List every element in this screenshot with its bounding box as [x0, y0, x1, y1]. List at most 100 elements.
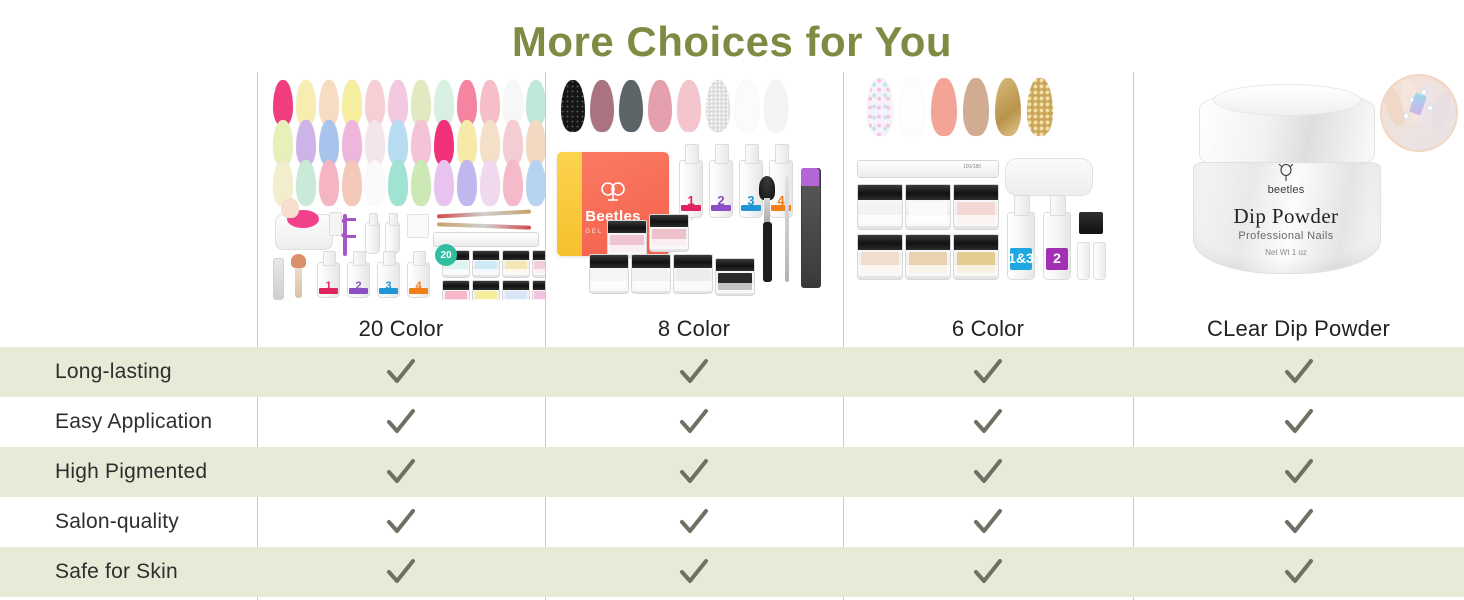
- checkmark-icon: [384, 505, 418, 539]
- step-bottle-2: 2: [1043, 194, 1071, 280]
- powder-jar: [442, 280, 470, 300]
- product-column-clear-dip-powder[interactable]: beetles Dip Powder Professional Nails Ne…: [1133, 72, 1464, 347]
- checkmark-icon: [384, 455, 418, 489]
- powder-jar: [532, 280, 545, 300]
- powder-jar: [673, 254, 713, 294]
- step-bottle-1: 1: [317, 251, 340, 298]
- powder-jar: [532, 250, 545, 278]
- table-row: High Pigmented: [0, 447, 1464, 497]
- nail-clipper: [273, 258, 284, 300]
- powder-jar: [905, 234, 951, 280]
- checkmark-icon: [384, 355, 418, 389]
- product-column-6-color[interactable]: 100/180 1&3 1&3: [843, 72, 1133, 347]
- page-title: More Choices for You: [511, 18, 953, 65]
- finger-dipping: [281, 198, 299, 218]
- powder-jar: [953, 184, 999, 230]
- checkmark-icon: [384, 405, 418, 439]
- dotting-tool-2: [436, 222, 532, 230]
- powder-jar: [589, 254, 629, 294]
- product-image-6-color-kit: 100/180 1&3 1&3: [843, 72, 1133, 300]
- checkmark-icon: [677, 455, 711, 489]
- checkmark-icon: [677, 555, 711, 589]
- header-spacer-cell: [0, 72, 257, 347]
- table-row: Safe for Skin: [0, 547, 1464, 597]
- checkmark-icon: [971, 505, 1005, 539]
- powder-jar: [472, 250, 500, 278]
- product-header-row: 1 2 3 4 20: [0, 72, 1464, 347]
- powder-brush-ferrule: [764, 198, 770, 224]
- check-cell-clear: [1133, 497, 1464, 547]
- jar-tagline: Professional Nails: [1238, 230, 1334, 242]
- checkmark-icon: [677, 405, 711, 439]
- step-bottle-2: 2: [709, 144, 733, 218]
- check-cell-6-color: [843, 497, 1133, 547]
- product-column-20-color[interactable]: 1 2 3 4 20: [257, 72, 545, 347]
- column-label-20-color: 20 Color: [358, 316, 444, 341]
- clear-bottle-b: [385, 212, 400, 254]
- checkmark-icon: [971, 405, 1005, 439]
- powder-jar: [905, 184, 951, 230]
- feature-label: Easy Application: [55, 410, 213, 433]
- nail-file: [857, 160, 999, 178]
- nail-file-grit: 100/180: [963, 164, 982, 170]
- product-image-20-color-kit: 1 2 3 4 20: [257, 72, 545, 300]
- count-badge-20: 20: [435, 244, 457, 266]
- cuticle-pusher: [785, 176, 789, 282]
- powder-jar: [472, 280, 500, 300]
- checkmark-icon: [677, 355, 711, 389]
- table-row: Salon-quality: [0, 497, 1464, 547]
- jar-net-weight: Net Wt 1 oz: [1265, 248, 1307, 257]
- nail-file-tip: [801, 168, 819, 186]
- clear-dip-powder-jar: beetles Dip Powder Professional Nails Ne…: [1191, 84, 1381, 278]
- product-image-clear-dip-powder: beetles Dip Powder Professional Nails Ne…: [1133, 72, 1464, 300]
- clear-bottle-a: [365, 212, 380, 254]
- step-bottle-1: 1: [679, 144, 703, 218]
- powder-brush-handle: [763, 222, 772, 282]
- powder-jar: [715, 258, 755, 296]
- check-cell-8-color: [545, 497, 843, 547]
- check-cell-8-color: [545, 347, 843, 397]
- nail-file: [801, 168, 821, 288]
- checkmark-icon: [1282, 505, 1316, 539]
- column-label-6-color: 6 Color: [951, 316, 1025, 341]
- check-cell-clear: [1133, 547, 1464, 597]
- comparison-table: 1 2 3 4 20: [0, 72, 1464, 600]
- check-cell-6-color: [843, 347, 1133, 397]
- nail-art-inset: [1380, 74, 1458, 152]
- step-bottle-3: 3: [377, 251, 400, 298]
- check-cell-8-color: [545, 397, 843, 447]
- jar-product-name: Dip Powder: [1233, 204, 1339, 228]
- product-column-8-color[interactable]: Beetles GEL POLISH 1 2 3 4: [545, 72, 843, 347]
- checkmark-icon: [1282, 355, 1316, 389]
- beetles-logo-icon: [601, 182, 625, 202]
- check-cell-8-color: [545, 547, 843, 597]
- check-cell-6-color: [843, 397, 1133, 447]
- jar-brand-name: beetles: [1267, 184, 1305, 196]
- column-divider-3: [843, 72, 844, 600]
- clamp-tool: [329, 212, 342, 236]
- checkmark-icon: [971, 455, 1005, 489]
- checkmark-icon: [971, 355, 1005, 389]
- column-divider-2: [545, 72, 546, 600]
- buffer-pad: [407, 214, 429, 238]
- powder-jar: [631, 254, 671, 294]
- feature-rows: Long-lasting Easy Application: [0, 347, 1464, 597]
- feature-label: Salon-quality: [55, 510, 180, 533]
- powder-jar: [857, 234, 903, 280]
- checkmark-icon: [1282, 455, 1316, 489]
- buffer-block: [1079, 212, 1103, 234]
- powder-jar: [649, 214, 689, 252]
- powder-brush-head: [759, 176, 775, 200]
- step-bottle-3: 3: [739, 144, 763, 218]
- table-row: Long-lasting: [0, 347, 1464, 397]
- feature-label: High Pigmented: [55, 460, 208, 483]
- powder-jar: [502, 280, 530, 300]
- check-cell-20-color: [257, 347, 545, 397]
- checkmark-icon: [677, 505, 711, 539]
- beetles-brand-icon: [1278, 164, 1294, 181]
- check-cell-8-color: [545, 447, 843, 497]
- check-cell-20-color: [257, 497, 545, 547]
- powder-jar: [691, 218, 693, 220]
- dotting-tool-1: [436, 209, 532, 219]
- powder-jar: [953, 234, 999, 280]
